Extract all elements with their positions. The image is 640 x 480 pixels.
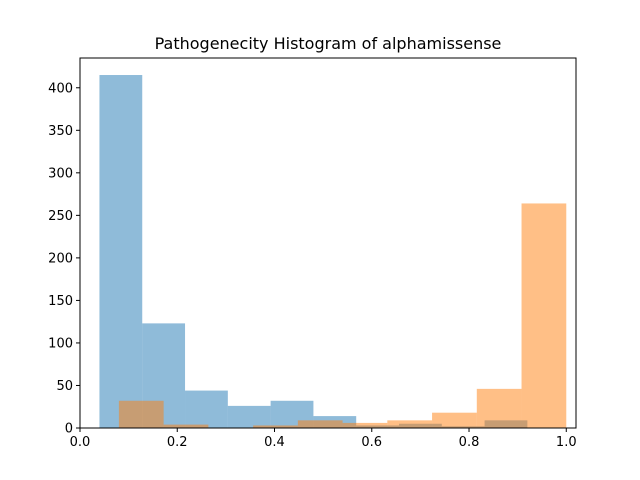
- x-tick-label: 1.0: [556, 435, 577, 450]
- x-tick-label: 0.0: [70, 435, 91, 450]
- x-tick-label: 0.2: [167, 435, 188, 450]
- chart-title: Pathogenecity Histogram of alphamissense: [155, 34, 502, 53]
- histogram-bar-s0-b2: [185, 390, 228, 428]
- histogram-bar-s1-b6: [387, 420, 433, 428]
- y-tick-label: 400: [48, 81, 73, 96]
- histogram-bar-s1-b0: [118, 400, 164, 428]
- histogram-bar-s1-b4: [297, 420, 343, 428]
- y-tick-label: 200: [48, 251, 73, 266]
- histogram-bar-s1-b8: [476, 388, 522, 428]
- y-tick-label: 150: [48, 294, 73, 309]
- histogram-bar-s1-b9: [521, 203, 567, 428]
- y-tick-label: 250: [48, 209, 73, 224]
- x-tick-label: 0.4: [264, 435, 285, 450]
- x-tick-label: 0.6: [361, 435, 382, 450]
- histogram-bar-s0-b3: [227, 405, 271, 428]
- y-tick-label: 100: [48, 336, 73, 351]
- histogram-bar-s1-b1: [163, 424, 209, 428]
- y-axis-ticks: 0 50 100 150 200 250 300 350 400: [48, 81, 80, 437]
- histogram-bar-s1-b5: [342, 422, 388, 428]
- y-tick-label: 50: [56, 379, 73, 394]
- y-tick-label: 350: [48, 124, 73, 139]
- y-tick-label: 0: [65, 422, 73, 437]
- histogram-bar-s1-b7: [432, 412, 477, 428]
- bars-group: [99, 75, 567, 428]
- histogram-bar-s1-b3: [253, 425, 298, 428]
- x-tick-label: 0.8: [459, 435, 480, 450]
- histogram-bar-s0-b0: [99, 75, 143, 428]
- x-axis-ticks: 0.0 0.2 0.4 0.6 0.8 1.0: [70, 428, 577, 450]
- plot-frame: [79, 57, 577, 429]
- y-tick-label: 300: [48, 166, 73, 181]
